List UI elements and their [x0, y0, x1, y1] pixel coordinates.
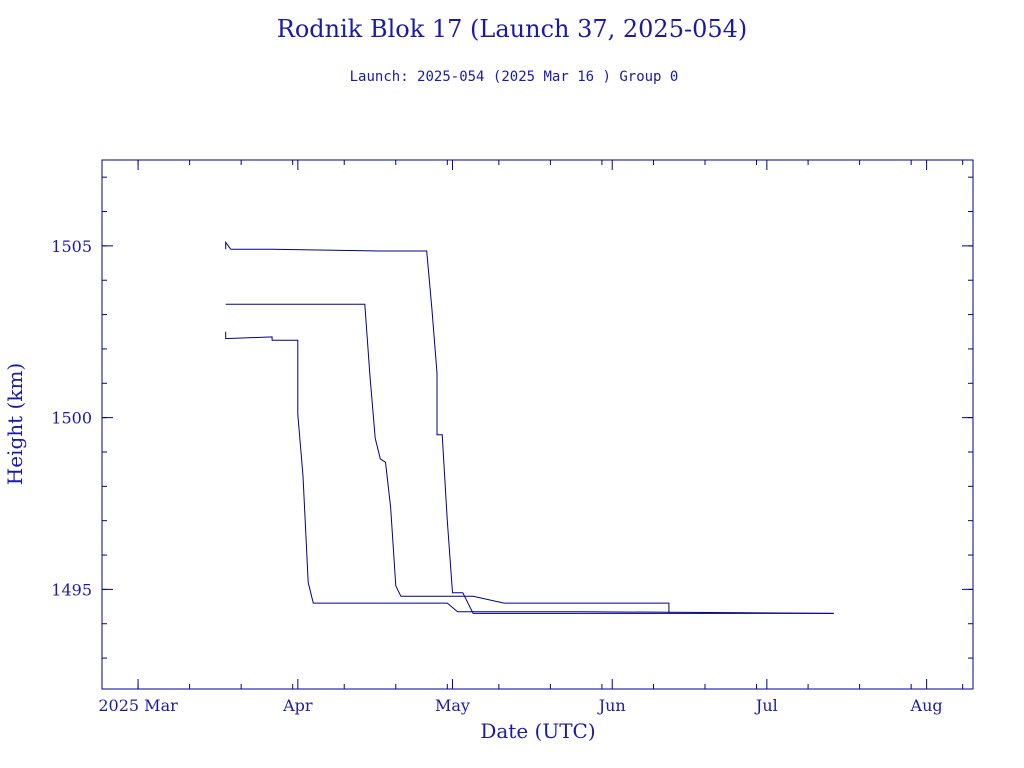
- tick-labels: 2025 Mar Apr May Jun Jul Aug 1495 1500 1505: [51, 237, 942, 715]
- x-tick-label: Jun: [597, 696, 626, 715]
- y-tick-label: 1495: [51, 580, 92, 599]
- chart-subtitle: Launch: 2025-054 (2025 Mar 16 ) Group 0: [350, 69, 679, 85]
- x-axis-label: Date (UTC): [480, 719, 595, 743]
- series-line-2: [225, 303, 670, 614]
- series-line-3: [225, 331, 834, 614]
- x-tick-label: 2025 Mar: [98, 696, 178, 715]
- y-axis-label: Height (km): [3, 363, 27, 485]
- x-tick-label: Jul: [754, 696, 778, 715]
- plot-frame: [101, 159, 974, 690]
- y-tick-label: 1500: [51, 409, 92, 428]
- chart-title: Rodnik Blok 17 (Launch 37, 2025-054): [277, 15, 748, 43]
- x-tick-label: Apr: [282, 696, 313, 715]
- series-line-1: [225, 240, 834, 614]
- axis-ticks: [102, 160, 973, 689]
- series-lines: [225, 240, 834, 614]
- x-tick-label: Aug: [910, 696, 943, 715]
- y-tick-label: 1505: [51, 237, 92, 256]
- x-tick-label: May: [435, 696, 470, 715]
